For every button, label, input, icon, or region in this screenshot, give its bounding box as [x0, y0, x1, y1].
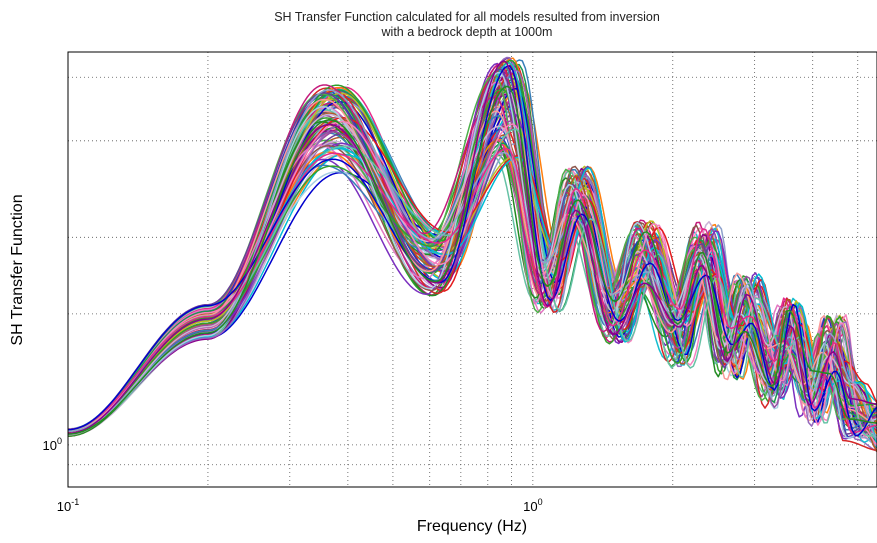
series-line — [67, 71, 877, 439]
y-tick-label: 100 — [43, 436, 62, 453]
x-tick-label: 10-1 — [57, 497, 79, 514]
series-line — [67, 98, 877, 432]
chart-title: SH Transfer Function calculated for all … — [274, 10, 660, 24]
x-tick-label: 100 — [523, 497, 542, 514]
y-axis-label: SH Transfer Function — [9, 194, 26, 345]
series-line — [67, 69, 877, 433]
series-line — [67, 63, 877, 449]
series-line — [67, 92, 877, 435]
series-line — [67, 147, 877, 434]
chart-subtitle: with a bedrock depth at 1000m — [381, 25, 553, 39]
series-line — [67, 62, 877, 452]
series-line — [67, 60, 877, 435]
curves — [67, 56, 877, 453]
series-line — [67, 81, 877, 432]
ticks: 10-1 100 100 — [43, 436, 543, 514]
x-axis-label: Frequency (Hz) — [417, 518, 527, 535]
series-line — [67, 85, 877, 435]
plot-frame — [67, 51, 877, 488]
series-line — [67, 120, 877, 438]
